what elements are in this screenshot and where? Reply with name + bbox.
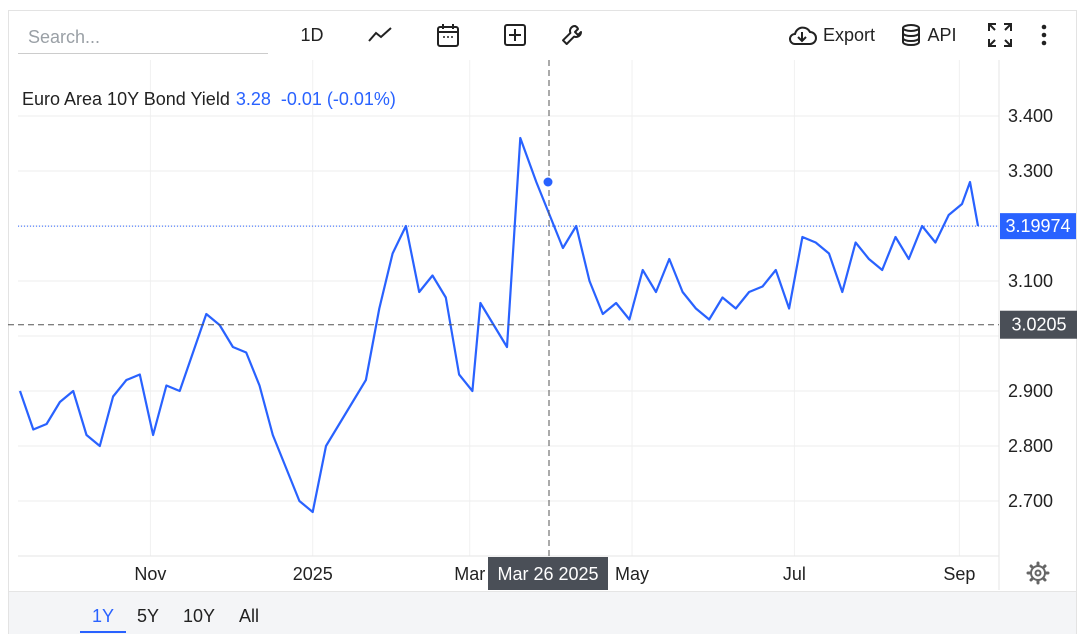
range-all[interactable]: All [239, 606, 260, 626]
kebab-menu-icon [1041, 24, 1047, 46]
range-10y[interactable]: 10Y [183, 606, 216, 626]
x-tick-label: Sep [943, 564, 975, 584]
database-icon [901, 23, 921, 47]
tools-button[interactable] [558, 20, 586, 50]
crosshair-marker [543, 177, 553, 187]
wrench-icon [560, 23, 584, 47]
y-axis-ticks: 3.400 3.300 3.100 2.900 2.800 2.700 [1008, 106, 1053, 511]
calendar-icon [436, 22, 460, 48]
export-button[interactable]: Export [785, 20, 877, 50]
x-tick-label: Mar [454, 564, 485, 584]
more-menu-button[interactable] [1034, 20, 1054, 50]
date-range-button[interactable] [434, 20, 462, 50]
range-1y[interactable]: 1Y [92, 606, 115, 626]
x-axis-ticks: Nov 2025 Mar May Jul Sep [134, 564, 975, 584]
last-price-badge [1000, 213, 1076, 240]
chart-type-button[interactable] [364, 20, 396, 50]
crosshair-date-label: Mar 26 2025 [497, 564, 598, 584]
crosshair-price-label: 3.0205 [1011, 315, 1066, 335]
fullscreen-button[interactable] [986, 20, 1014, 50]
x-tick-label: May [615, 564, 649, 584]
api-label: API [927, 24, 957, 45]
y-tick-label: 2.800 [1008, 436, 1053, 456]
export-label: Export [822, 24, 876, 45]
gear-icon [1026, 561, 1050, 585]
add-indicator-button[interactable] [501, 20, 529, 50]
cloud-download-icon [787, 24, 817, 46]
legend-value: 3.28 [236, 89, 271, 109]
y-tick-label: 3.400 [1008, 106, 1053, 126]
range-5y[interactable]: 5Y [137, 606, 160, 626]
x-tick-label: 2025 [293, 564, 333, 584]
interval-label: 1D [300, 24, 324, 45]
y-tick-label: 3.100 [1008, 271, 1053, 291]
chart-legend: Euro Area 10Y Bond Yield 3.28 -0.01 (-0.01… [22, 89, 396, 109]
line-chart-icon [367, 25, 393, 45]
legend-name: Euro Area 10Y Bond Yield [22, 89, 230, 109]
toolbar: 1D Export API [0, 0, 1085, 60]
y-tick-label: 2.700 [1008, 491, 1053, 511]
crosshair-price-badge [1000, 310, 1077, 339]
last-price-label: 3.19974 [1005, 216, 1070, 236]
chart-settings-button[interactable] [1026, 561, 1050, 585]
crosshair-date-badge [488, 557, 608, 590]
series-line [18, 136, 980, 514]
range-selector-bar: 1Y 5Y 10Y All [9, 591, 1076, 634]
chart-widget [8, 10, 1077, 634]
grid-lines [18, 60, 999, 556]
search-input[interactable] [18, 22, 268, 54]
x-tick-label: Nov [134, 564, 166, 584]
y-tick-label: 3.300 [1008, 161, 1053, 181]
fullscreen-icon [987, 22, 1013, 48]
active-range-indicator [80, 631, 126, 633]
x-tick-label: Jul [783, 564, 806, 584]
api-button[interactable]: API [900, 20, 958, 50]
interval-button[interactable]: 1D [292, 20, 332, 50]
plus-box-icon [503, 23, 527, 47]
y-tick-label: 2.900 [1008, 381, 1053, 401]
legend-change: -0.01 (-0.01%) [281, 89, 396, 109]
